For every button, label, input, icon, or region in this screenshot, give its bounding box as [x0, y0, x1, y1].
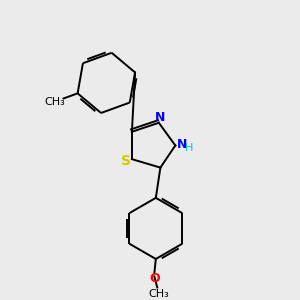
- Text: CH₃: CH₃: [148, 289, 169, 299]
- Text: CH₃: CH₃: [44, 97, 65, 106]
- Text: S: S: [121, 154, 130, 169]
- Text: H: H: [184, 143, 193, 153]
- Text: O: O: [149, 272, 160, 285]
- Text: N: N: [155, 111, 166, 124]
- Text: N: N: [176, 137, 187, 151]
